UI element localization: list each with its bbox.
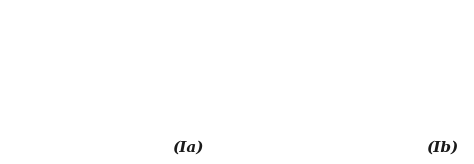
Text: (Ia): (Ia)	[172, 141, 203, 154]
Text: (Ib): (Ib)	[426, 141, 458, 154]
